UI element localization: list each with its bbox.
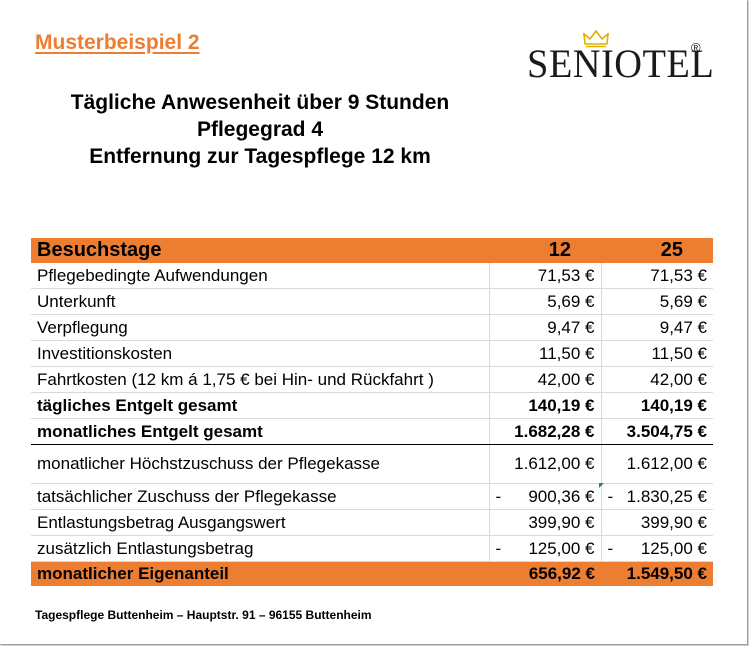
table-row: tatsächlicher Zuschuss der Pflegekasse -… (31, 483, 713, 510)
row-value-25: 140,19 € (601, 392, 713, 419)
table-header-row: Besuchstage 12 25 (31, 238, 713, 263)
row-label: Unterkunft (31, 288, 490, 315)
logo-wordmark: SENIOTEL (527, 41, 715, 86)
row-label: tatsächlicher Zuschuss der Pflegekasse (31, 483, 490, 510)
row-value-12: 140,19 € (489, 392, 602, 419)
row-value-25: 9,47 € (601, 314, 713, 341)
minus-sign: - (607, 538, 614, 558)
row-value-12: 1.612,00 € (489, 444, 602, 484)
table-row: zusätzlich Entlastungsbetrag -125,00 € -… (31, 535, 713, 562)
cost-table: Besuchstage 12 25 Pflegebedingte Aufwend… (31, 238, 713, 586)
row-value-12: - 900,36 € (489, 483, 602, 510)
row-value-12: 11,50 € (489, 340, 602, 367)
row-label: Pflegebedingte Aufwendungen (31, 263, 490, 289)
row-value-12: 9,47 € (489, 314, 602, 341)
row-label: Entlastungsbetrag Ausgangswert (31, 509, 490, 536)
value-text: 1.830,25 € (626, 486, 707, 506)
row-value-12: 42,00 € (489, 366, 602, 393)
row-value-12: - 125,00 € (489, 535, 602, 562)
minus-sign: - (495, 486, 502, 506)
table-row-subtotal-monthly: monatliches Entgelt gesamt 1.682,28 € 3.… (31, 418, 713, 445)
row-value-25: 71,53 € (601, 263, 713, 289)
row-label: Verpflegung (31, 314, 490, 341)
title-line-2: Pflegegrad 4 (196, 118, 324, 141)
footer-address: Tagespflege Buttenheim – Hauptstr. 91 – … (35, 608, 372, 622)
row-value-12: 5,69 € (489, 288, 602, 315)
row-value-25: - 125,00 € (601, 535, 713, 562)
row-value-25: 42,00 € (601, 366, 713, 393)
total-value-12: 656,92 € (489, 561, 601, 586)
headline: Musterbeispiel 2 (35, 31, 200, 54)
minus-sign: - (495, 538, 502, 558)
registered-mark: ® (691, 40, 701, 55)
row-label: zusätzlich Entlastungsbetrag (31, 535, 490, 562)
row-value-25: 5,69 € (601, 288, 713, 315)
row-value-25: 3.504,75 € (601, 418, 713, 445)
table-row-subtotal-daily: tägliches Entgelt gesamt 140,19 € 140,19… (31, 392, 713, 419)
cell-comment-marker (599, 483, 604, 488)
title-line-1: Tägliche Anwesenheit über 9 Stunden (70, 91, 450, 114)
row-label: tägliches Entgelt gesamt (31, 392, 490, 419)
seniotel-logo: SENIOTEL ® (527, 30, 714, 86)
title-line-3: Entfernung zur Tagespflege 12 km (89, 145, 431, 168)
row-value-25: 1.612,00 € (601, 444, 713, 484)
row-label: monatliches Entgelt gesamt (31, 418, 490, 445)
row-value-25: -1.830,25 € (601, 483, 713, 510)
row-label: monatlicher Höchstzuschuss der Pflegekas… (31, 444, 490, 484)
total-label: monatlicher Eigenanteil (31, 561, 489, 586)
total-value-25: 1.549,50 € (601, 561, 713, 586)
row-label: Investitionskosten (31, 340, 490, 367)
table-row: Fahrtkosten (12 km á 1,75 € bei Hin- und… (31, 366, 713, 393)
row-value-25: 399,90 € (601, 509, 713, 536)
title-block: Tägliche Anwesenheit über 9 Stunden Pfle… (30, 89, 490, 170)
row-value-25: 11,50 € (601, 340, 713, 367)
table-row: Verpflegung 9,47 € 9,47 € (31, 314, 713, 341)
value-text: 900,36 € (528, 486, 595, 506)
minus-sign: - (607, 486, 614, 506)
table-row: Investitionskosten 11,50 € 11,50 € (31, 340, 713, 367)
header-col-12: 12 (489, 238, 601, 263)
header-col-25: 25 (601, 238, 713, 263)
table-total-row: monatlicher Eigenanteil 656,92 € 1.549,5… (31, 561, 713, 586)
row-value-12: 1.682,28 € (489, 418, 602, 445)
row-value-12: 71,53 € (489, 263, 602, 289)
table-row: Entlastungsbetrag Ausgangswert 399,90 € … (31, 509, 713, 536)
table-row: monatlicher Höchstzuschuss der Pflegekas… (31, 444, 713, 484)
value-text: 125,00 € (528, 538, 595, 558)
value-text: 125,00 € (640, 538, 707, 558)
row-value-12: 399,90 € (489, 509, 602, 536)
table-row: Unterkunft 5,69 € 5,69 € (31, 288, 713, 315)
row-label: Fahrtkosten (12 km á 1,75 € bei Hin- und… (31, 366, 490, 393)
header-label: Besuchstage (31, 238, 489, 263)
table-row: Pflegebedingte Aufwendungen 71,53 € 71,5… (31, 263, 713, 289)
crown-icon (583, 30, 609, 48)
